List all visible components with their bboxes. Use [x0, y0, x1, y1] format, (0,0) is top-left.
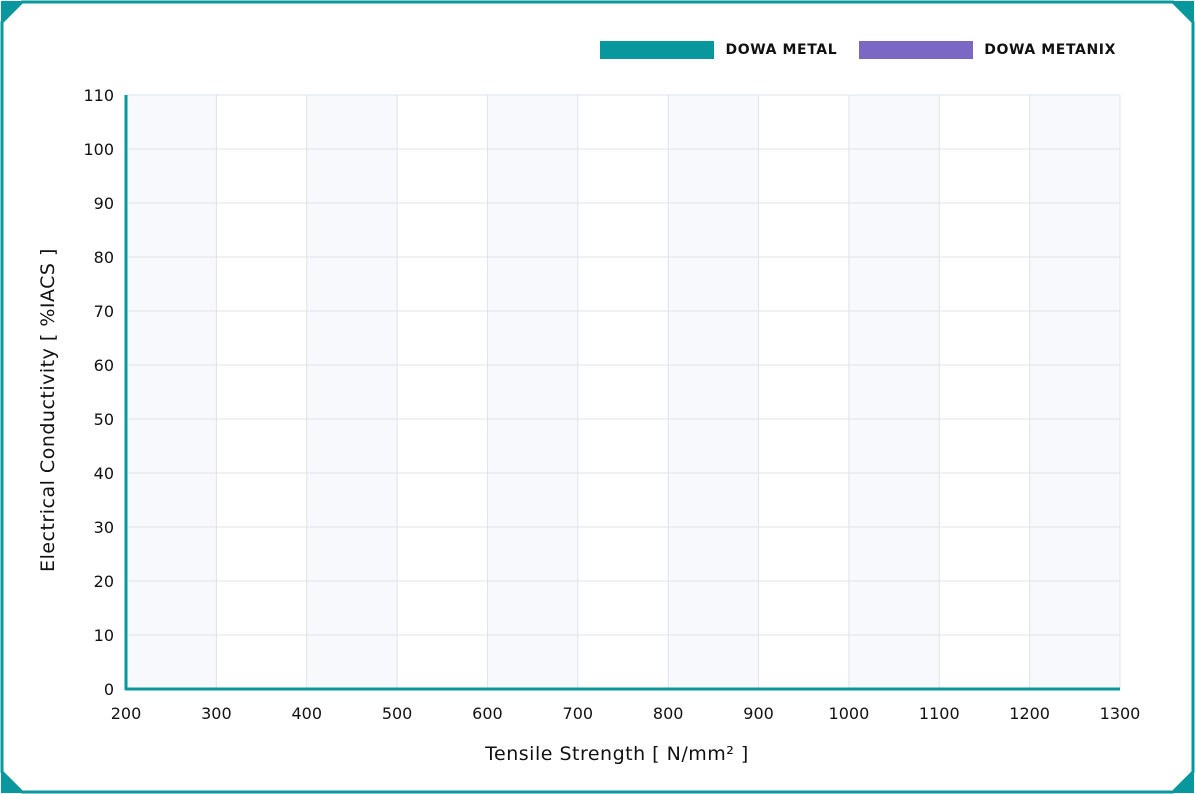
grid-lines [126, 94, 1121, 689]
x-tick-label: 1100 [919, 704, 960, 723]
plot-band [306, 95, 398, 689]
plot-band [487, 95, 578, 689]
plot-band [668, 95, 759, 689]
y-tick-label: 30 [94, 518, 114, 537]
x-tick-label: 900 [743, 704, 774, 723]
y-tick-label: 40 [94, 464, 114, 483]
x-tick-label: 1000 [829, 704, 870, 723]
x-tick-label: 500 [382, 704, 413, 723]
legend-swatch-dowa-metal [600, 41, 715, 59]
x-tick-label: 700 [563, 704, 594, 723]
legend-swatch-dowa-metanix [859, 41, 974, 59]
x-tick-label: 200 [111, 704, 142, 723]
x-tick-label: 1200 [1009, 704, 1050, 723]
y-tick-label: 60 [94, 356, 114, 375]
y-tick-label: 10 [94, 626, 114, 645]
x-tick-label: 400 [291, 704, 322, 723]
y-tick-label: 0 [104, 680, 114, 699]
plot-band [126, 95, 217, 689]
y-tick-label: 70 [94, 302, 114, 321]
x-tick-label: 600 [472, 704, 503, 723]
y-tick-label: 80 [94, 248, 114, 267]
plot-band [848, 95, 940, 689]
legend-item-dowa-metal[interactable]: DOWA METAL [600, 41, 837, 59]
corner-top-right [1170, 1, 1194, 25]
y-axis-title: Electrical Conductivity [ %IACS ] [37, 248, 59, 572]
x-axis-ticks: 200 300 400 500 600 700 800 900 1000 1100 1200 1300 [111, 704, 1141, 723]
y-tick-label: 100 [83, 140, 114, 159]
x-tick-label: 800 [653, 704, 684, 723]
y-tick-label: 110 [83, 86, 114, 105]
legend-label: DOWA METANIX [984, 42, 1116, 58]
x-tick-label: 300 [201, 704, 232, 723]
plot-band [1029, 95, 1120, 689]
axes [124, 95, 1120, 691]
alternating-bands [126, 95, 1120, 689]
corner-bottom-left [1, 769, 25, 793]
x-tick-label: 1300 [1100, 704, 1141, 723]
y-tick-label: 50 [94, 410, 114, 429]
legend-item-dowa-metanix[interactable]: DOWA METANIX [859, 41, 1116, 59]
y-tick-label: 90 [94, 194, 114, 213]
x-axis-title: Tensile Strength [ N/mm² ] [484, 743, 749, 765]
y-tick-label: 20 [94, 572, 114, 591]
corner-bottom-right [1170, 769, 1194, 793]
legend-label: DOWA METAL [725, 42, 838, 58]
y-axis-ticks: 0 10 20 30 40 50 60 70 80 90 100 110 [83, 86, 114, 699]
corner-top-left [1, 1, 25, 25]
chart-legend: DOWA METAL DOWA METANIX [600, 41, 1116, 59]
